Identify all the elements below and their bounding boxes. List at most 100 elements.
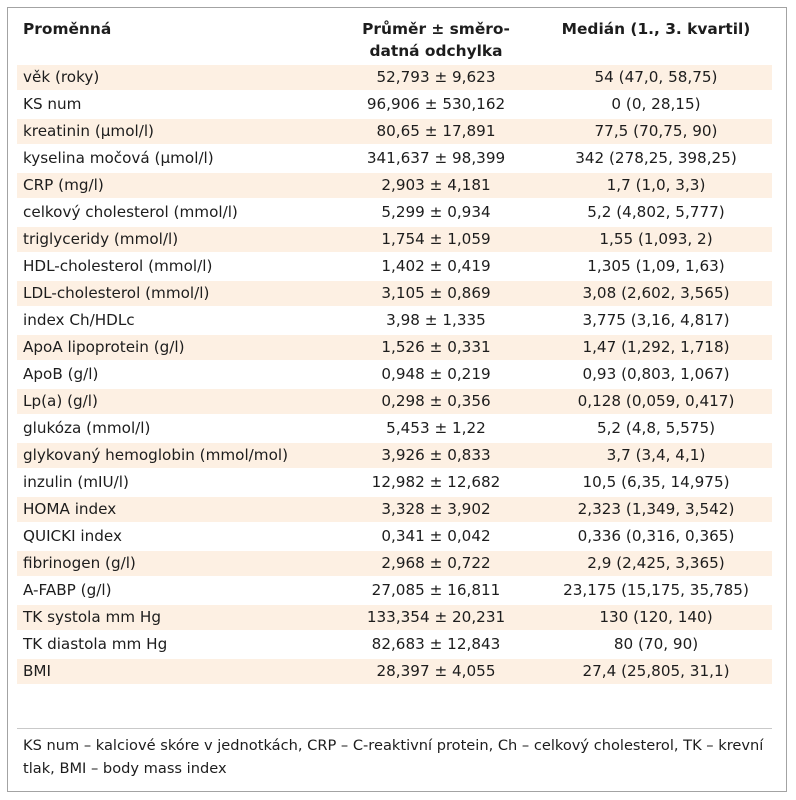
table-row: TK systola mm Hg 133,354 ± 20,231 130 (120… xyxy=(17,605,772,630)
cell-mean-sd: 5,299 ± 0,934 xyxy=(381,203,491,221)
table-row: TK diastola mm Hg 82,683 ± 12,843 80 (70, … xyxy=(17,632,772,657)
cell-variable: celkový cholesterol (mmol/l) xyxy=(23,203,238,221)
cell-variable: glykovaný hemoglobin (mmol/mol) xyxy=(17,443,332,468)
cell-variable: inzulin (mIU/l) xyxy=(23,473,129,491)
cell-median-quartiles: 80 (70, 90) xyxy=(613,635,699,653)
cell-variable: HOMA index xyxy=(17,497,332,522)
table-row: LDL-cholesterol (mmol/l) 3,105 ± 0,869 3,0… xyxy=(17,281,772,306)
cell-variable: glukóza (mmol/l) xyxy=(23,419,151,437)
cell-median-quartiles: 3,7 (3,4, 4,1) xyxy=(540,443,772,468)
cell-mean-sd: 133,354 ± 20,231 xyxy=(332,605,540,630)
cell-mean-sd: 82,683 ± 12,843 xyxy=(371,635,501,653)
cell-median-quartiles: 77,5 (70,75, 90) xyxy=(540,119,772,144)
cell-mean-sd: 1,754 ± 1,059 xyxy=(332,227,540,252)
header-variable: Proměnná xyxy=(23,20,112,38)
table-body: věk (roky) 52,793 ± 9,623 54 (47,0, 58,75)… xyxy=(17,65,772,684)
cell-variable: TK diastola mm Hg xyxy=(23,635,168,653)
cell-mean-sd: 80,65 ± 17,891 xyxy=(332,119,540,144)
cell-median-quartiles: 5,2 (4,8, 5,575) xyxy=(596,419,716,437)
table-row: Lp(a) (g/l) 0,298 ± 0,356 0,128 (0,059, 0,… xyxy=(17,389,772,414)
table-row: celkový cholesterol (mmol/l) 5,299 ± 0,93… xyxy=(17,200,772,225)
cell-variable: věk (roky) xyxy=(17,65,332,90)
cell-median-quartiles: 3,775 (3,16, 4,817) xyxy=(582,311,730,329)
table-row: glukóza (mmol/l) 5,453 ± 1,22 5,2 (4,8, 5,… xyxy=(17,416,772,441)
table-header-row: Proměnná Průměr ± směro- datná odchylka … xyxy=(17,16,772,63)
cell-variable: ApoB (g/l) xyxy=(23,365,99,383)
cell-median-quartiles: 342 (278,25, 398,25) xyxy=(575,149,737,167)
table-row: ApoA lipoprotein (g/l) 1,526 ± 0,331 1,47 … xyxy=(17,335,772,360)
table-row: glykovaný hemoglobin (mmol/mol) 3,926 ± 0… xyxy=(17,443,772,468)
table-row: A-FABP (g/l) 27,085 ± 16,811 23,175 (15,17… xyxy=(17,578,772,603)
cell-median-quartiles: 1,47 (1,292, 1,718) xyxy=(540,335,772,360)
table-row: triglyceridy (mmol/l) 1,754 ± 1,059 1,55 (… xyxy=(17,227,772,252)
cell-median-quartiles: 10,5 (6,35, 14,975) xyxy=(582,473,730,491)
cell-median-quartiles: 2,323 (1,349, 3,542) xyxy=(540,497,772,522)
cell-variable: kyselina močová (μmol/l) xyxy=(23,149,214,167)
cell-mean-sd: 12,982 ± 12,682 xyxy=(371,473,501,491)
table-row: QUICKI index 0,341 ± 0,042 0,336 (0,316, 0… xyxy=(17,524,772,549)
cell-mean-sd: 27,085 ± 16,811 xyxy=(371,581,501,599)
cell-variable: ApoA lipoprotein (g/l) xyxy=(17,335,332,360)
cell-median-quartiles: 27,4 (25,805, 31,1) xyxy=(540,659,772,684)
cell-median-quartiles: 0,128 (0,059, 0,417) xyxy=(540,389,772,414)
cell-variable: fibrinogen (g/l) xyxy=(17,551,332,576)
footnote-divider xyxy=(17,728,772,729)
header-median-quartiles: Medián (1., 3. kvartil) xyxy=(561,20,751,38)
cell-variable: index Ch/HDLc xyxy=(23,311,135,329)
cell-variable: kreatinin (μmol/l) xyxy=(17,119,332,144)
cell-mean-sd: 341,637 ± 98,399 xyxy=(366,149,506,167)
table-row: KS num 96,906 ± 530,162 0 (0, 28,15) xyxy=(17,92,772,117)
cell-median-quartiles: 5,2 (4,802, 5,777) xyxy=(587,203,725,221)
cell-mean-sd: 0,948 ± 0,219 xyxy=(381,365,491,383)
cell-variable: BMI xyxy=(17,659,332,684)
cell-variable: CRP (mg/l) xyxy=(17,173,332,198)
cell-mean-sd: 1,526 ± 0,331 xyxy=(332,335,540,360)
cell-median-quartiles: 130 (120, 140) xyxy=(540,605,772,630)
table-row: index Ch/HDLc 3,98 ± 1,335 3,775 (3,16, 4,… xyxy=(17,308,772,333)
cell-mean-sd: 1,402 ± 0,419 xyxy=(381,257,491,275)
table-row: ApoB (g/l) 0,948 ± 0,219 0,93 (0,803, 1,06… xyxy=(17,362,772,387)
cell-variable: HDL-cholesterol (mmol/l) xyxy=(23,257,213,275)
cell-median-quartiles: 0,336 (0,316, 0,365) xyxy=(577,527,735,545)
cell-variable: TK systola mm Hg xyxy=(17,605,332,630)
cell-mean-sd: 3,328 ± 3,902 xyxy=(332,497,540,522)
table-row: kreatinin (μmol/l) 80,65 ± 17,891 77,5 (70… xyxy=(17,119,772,144)
cell-median-quartiles: 54 (47,0, 58,75) xyxy=(540,65,772,90)
cell-variable: triglyceridy (mmol/l) xyxy=(17,227,332,252)
table-row: kyselina močová (μmol/l) 341,637 ± 98,399… xyxy=(17,146,772,171)
table-footnote: KS num – kalciové skóre v jednotkách, CR… xyxy=(23,737,764,777)
cell-median-quartiles: 0,93 (0,803, 1,067) xyxy=(582,365,730,383)
cell-mean-sd: 3,98 ± 1,335 xyxy=(386,311,486,329)
statistics-table: Proměnná Průměr ± směro- datná odchylka … xyxy=(17,14,772,686)
cell-median-quartiles: 1,7 (1,0, 3,3) xyxy=(540,173,772,198)
cell-median-quartiles: 1,305 (1,09, 1,63) xyxy=(587,257,725,275)
cell-variable: LDL-cholesterol (mmol/l) xyxy=(17,281,332,306)
cell-mean-sd: 2,903 ± 4,181 xyxy=(332,173,540,198)
cell-mean-sd: 3,105 ± 0,869 xyxy=(332,281,540,306)
cell-mean-sd: 2,968 ± 0,722 xyxy=(332,551,540,576)
table-row: HDL-cholesterol (mmol/l) 1,402 ± 0,419 1,3… xyxy=(17,254,772,279)
cell-variable: Lp(a) (g/l) xyxy=(17,389,332,414)
table-row: BMI 28,397 ± 4,055 27,4 (25,805, 31,1) xyxy=(17,659,772,684)
table-row: CRP (mg/l) 2,903 ± 4,181 1,7 (1,0, 3,3) xyxy=(17,173,772,198)
cell-median-quartiles: 2,9 (2,425, 3,365) xyxy=(540,551,772,576)
header-mean-sd: Průměr ± směro- datná odchylka xyxy=(362,20,510,60)
table-row: věk (roky) 52,793 ± 9,623 54 (47,0, 58,75) xyxy=(17,65,772,90)
table-row: fibrinogen (g/l) 2,968 ± 0,722 2,9 (2,425,… xyxy=(17,551,772,576)
table-row: HOMA index 3,328 ± 3,902 2,323 (1,349, 3,5… xyxy=(17,497,772,522)
cell-mean-sd: 96,906 ± 530,162 xyxy=(366,95,506,113)
cell-median-quartiles: 3,08 (2,602, 3,565) xyxy=(540,281,772,306)
cell-mean-sd: 52,793 ± 9,623 xyxy=(332,65,540,90)
cell-mean-sd: 0,341 ± 0,042 xyxy=(381,527,491,545)
cell-median-quartiles: 23,175 (15,175, 35,785) xyxy=(563,581,749,599)
cell-median-quartiles: 0 (0, 28,15) xyxy=(611,95,701,113)
cell-mean-sd: 0,298 ± 0,356 xyxy=(332,389,540,414)
cell-mean-sd: 3,926 ± 0,833 xyxy=(332,443,540,468)
cell-mean-sd: 28,397 ± 4,055 xyxy=(332,659,540,684)
cell-mean-sd: 5,453 ± 1,22 xyxy=(386,419,486,437)
cell-variable: A-FABP (g/l) xyxy=(23,581,112,599)
cell-median-quartiles: 1,55 (1,093, 2) xyxy=(540,227,772,252)
table-row: inzulin (mIU/l) 12,982 ± 12,682 10,5 (6,35… xyxy=(17,470,772,495)
cell-variable: QUICKI index xyxy=(23,527,122,545)
cell-variable: KS num xyxy=(23,95,82,113)
